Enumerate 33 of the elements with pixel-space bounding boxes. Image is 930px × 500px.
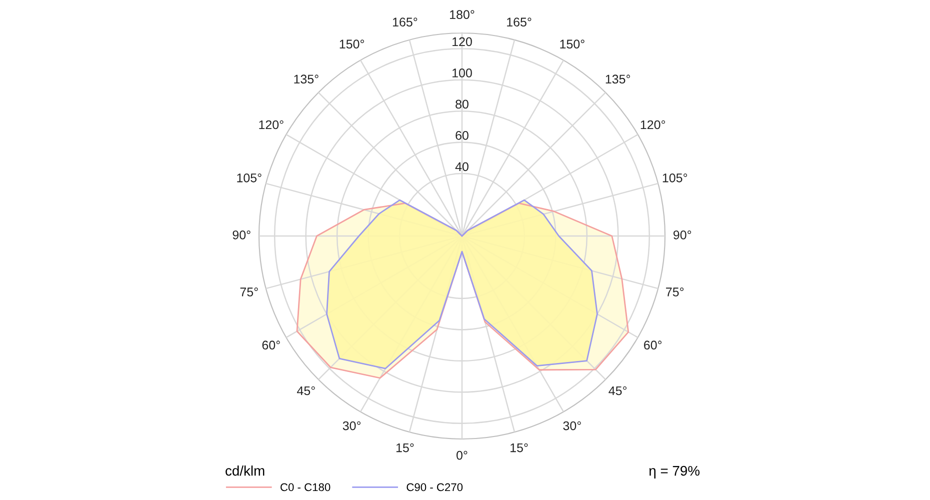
y-tick-label: 80	[456, 100, 468, 109]
spoke-label: 15°	[510, 443, 528, 452]
spoke-label: 165°	[392, 18, 418, 27]
spoke-label: 120°	[640, 120, 666, 130]
spoke-label: 150°	[560, 40, 584, 49]
spoke-label: 105°	[237, 173, 262, 182]
spoke-label: 90°	[232, 230, 250, 240]
spoke-label: 165°	[507, 18, 532, 27]
spoke-label: 30°	[563, 421, 581, 430]
legend-label: C90 - C270	[406, 483, 463, 492]
spoke-label: 60°	[644, 340, 662, 350]
spoke-label: 120°	[259, 120, 284, 130]
spoke-label: 45°	[297, 386, 315, 396]
spoke-label: 75°	[240, 288, 258, 296]
spoke-label: 30°	[342, 421, 361, 430]
spoke-label: 90°	[673, 230, 692, 240]
spoke-label: 135°	[294, 74, 318, 84]
spoke-label: 135°	[606, 74, 630, 84]
y-tick-label: 40	[455, 162, 468, 172]
spoke-label: 105°	[662, 173, 688, 182]
spoke-label: 150°	[340, 40, 364, 49]
spoke-label: 15°	[396, 443, 414, 452]
spoke-label: 45°	[608, 386, 627, 396]
spoke-label: 75°	[666, 288, 684, 296]
text: cd/klm	[226, 466, 264, 476]
spoke-label: 180°	[450, 10, 474, 19]
text: η = 79%	[649, 466, 700, 478]
y-tick-label: 100	[452, 68, 472, 78]
legend-label: C0 - C180	[280, 483, 330, 492]
y-tick-label: 60	[456, 130, 468, 140]
spoke-label: 60°	[262, 340, 280, 350]
spoke-label: 0°	[456, 450, 468, 460]
y-tick-label: 120	[452, 37, 472, 46]
